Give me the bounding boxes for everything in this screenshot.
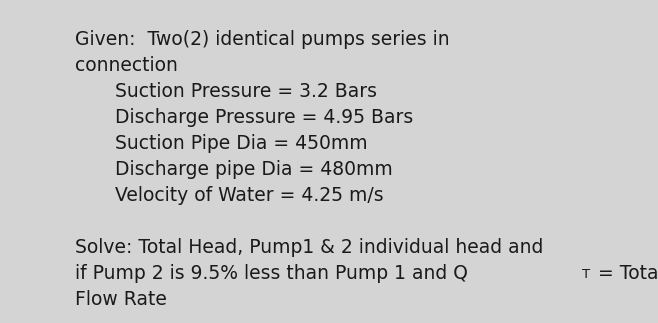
Text: Discharge pipe Dia = 480mm: Discharge pipe Dia = 480mm: [115, 160, 393, 179]
Text: Discharge Pressure = 4.95 Bars: Discharge Pressure = 4.95 Bars: [115, 108, 413, 127]
Text: if Pump 2 is 9.5% less than Pump 1 and Q: if Pump 2 is 9.5% less than Pump 1 and Q: [75, 264, 468, 283]
Text: connection: connection: [75, 56, 178, 75]
Text: Suction Pipe Dia = 450mm: Suction Pipe Dia = 450mm: [115, 134, 368, 153]
Text: Velocity of Water = 4.25 m/s: Velocity of Water = 4.25 m/s: [115, 186, 384, 205]
Text: T: T: [582, 268, 590, 281]
Text: = Total: = Total: [592, 264, 658, 283]
Text: Solve: Total Head, Pump1 & 2 individual head and: Solve: Total Head, Pump1 & 2 individual …: [75, 238, 544, 257]
Text: Given:  Two(2) identical pumps series in: Given: Two(2) identical pumps series in: [75, 30, 449, 49]
Text: Suction Pressure = 3.2 Bars: Suction Pressure = 3.2 Bars: [115, 82, 377, 101]
Text: Flow Rate: Flow Rate: [75, 290, 167, 309]
